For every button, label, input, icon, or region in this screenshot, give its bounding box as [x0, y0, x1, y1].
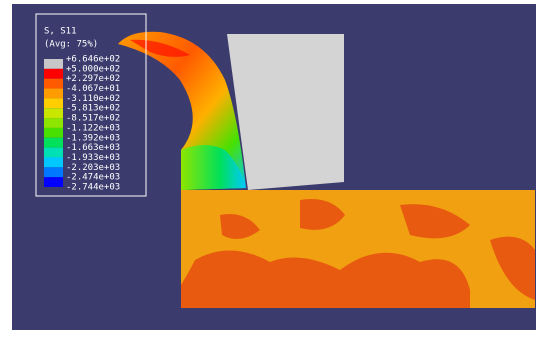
legend-swatch [44, 89, 63, 99]
legend-swatch [44, 118, 63, 128]
legend-swatch [44, 79, 63, 89]
legend-swatch [44, 148, 63, 158]
legend-label: -1.392e+03 [66, 133, 120, 143]
legend-label: -2.744e+03 [66, 183, 120, 193]
legend-label: -2.203e+03 [66, 163, 120, 173]
legend-swatch [44, 69, 63, 79]
legend-label: -2.474e+03 [66, 173, 120, 183]
legend-label: -1.663e+03 [66, 143, 120, 153]
legend-swatch [44, 167, 63, 177]
legend-subtitle: (Avg: 75%) [44, 40, 98, 50]
page: S, S11 (Avg: 75%) +6.646e+02+5.000e+02+2… [0, 0, 547, 339]
legend-swatch [44, 59, 63, 69]
viewport: S, S11 (Avg: 75%) +6.646e+02+5.000e+02+2… [0, 0, 547, 339]
legend-label: -1.933e+03 [66, 153, 120, 163]
legend-label: +5.000e+02 [66, 64, 120, 74]
legend-swatch [44, 138, 63, 148]
legend-label: -5.813e+02 [66, 104, 120, 114]
legend-swatch [44, 177, 63, 187]
legend-label: +6.646e+02 [66, 55, 120, 65]
legend-swatch [44, 108, 63, 118]
legend-label: -4.067e+01 [66, 84, 120, 94]
legend-title: S, S11 [44, 27, 77, 37]
legend-items: +6.646e+02+5.000e+02+2.297e+02-4.067e+01… [44, 55, 120, 193]
legend-label: -8.517e+02 [66, 114, 120, 124]
legend-swatch [44, 98, 63, 108]
legend-label: -3.110e+02 [66, 94, 120, 104]
legend-label: +2.297e+02 [66, 74, 120, 84]
legend-label: -1.122e+03 [66, 123, 120, 133]
legend-swatch [44, 128, 63, 138]
legend-swatch [44, 157, 63, 167]
